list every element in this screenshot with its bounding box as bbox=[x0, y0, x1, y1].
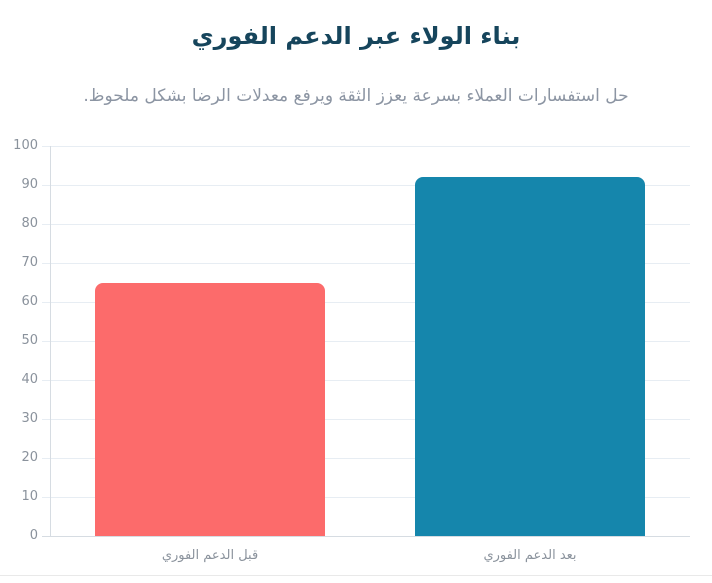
y-tick-label: 90 bbox=[21, 177, 38, 192]
y-tick-label: 60 bbox=[21, 294, 38, 309]
y-tick-label: 100 bbox=[13, 138, 38, 153]
x-axis-label: بعد الدعم الفوري bbox=[483, 548, 577, 563]
y-gridline bbox=[42, 146, 690, 147]
y-tick-label: 10 bbox=[21, 489, 38, 504]
y-gridline bbox=[42, 380, 690, 381]
y-tick-label: 70 bbox=[21, 255, 38, 270]
y-gridline bbox=[42, 458, 690, 459]
y-tick-label: 80 bbox=[21, 216, 38, 231]
y-gridline bbox=[42, 263, 690, 264]
chart-title: بناء الولاء عبر الدعم الفوري bbox=[191, 22, 521, 50]
y-gridline bbox=[42, 302, 690, 303]
y-tick-label: 50 bbox=[21, 333, 38, 348]
y-gridline bbox=[42, 341, 690, 342]
x-axis-line bbox=[42, 536, 690, 537]
bar-after-support bbox=[415, 177, 645, 536]
y-tick-label: 20 bbox=[21, 450, 38, 465]
y-gridline bbox=[42, 419, 690, 420]
y-gridline bbox=[42, 185, 690, 186]
y-gridline bbox=[42, 497, 690, 498]
x-axis-label: قبل الدعم الفوري bbox=[161, 548, 259, 563]
chart-subtitle: حل استفسارات العملاء بسرعة يعزز الثقة وي… bbox=[83, 86, 629, 106]
y-tick-label: 40 bbox=[21, 372, 38, 387]
bar-before-support bbox=[95, 282, 325, 536]
y-tick-label: 0 bbox=[29, 528, 38, 543]
bottom-divider bbox=[0, 575, 712, 576]
y-gridline bbox=[42, 224, 690, 225]
y-tick-label: 30 bbox=[21, 411, 38, 426]
y-axis-line bbox=[50, 146, 51, 536]
